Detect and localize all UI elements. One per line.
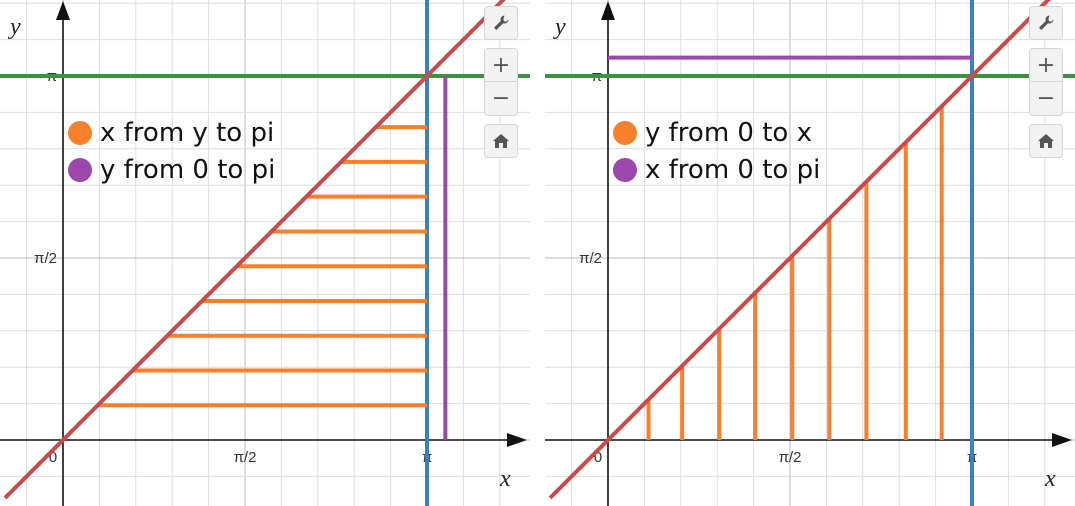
- graph-panel-left[interactable]: 0π/2ππ/2πxy x from y to pi y from 0 to p…: [0, 0, 530, 506]
- y-axis-arrow-icon: [601, 1, 615, 20]
- graph-toolbar-right: + −: [1029, 6, 1065, 158]
- x-tick-label: π/2: [779, 449, 802, 466]
- zoom-in-button[interactable]: +: [1029, 48, 1063, 82]
- legend-item-orange: x from y to pi: [68, 114, 275, 151]
- y-axis-label: y: [8, 14, 21, 40]
- x-axis-label: x: [1044, 466, 1056, 492]
- line-y-equals-x: [548, 0, 1051, 500]
- legend-label: y from 0 to pi: [100, 154, 276, 185]
- orange-dot-icon: [613, 120, 637, 145]
- zoom-out-button[interactable]: −: [1029, 82, 1063, 116]
- legend-label: x from 0 to pi: [645, 154, 821, 185]
- x-tick-label: 0: [49, 449, 57, 466]
- zoom-in-button[interactable]: +: [484, 48, 518, 82]
- wrench-icon: [494, 15, 509, 30]
- legend-right: y from 0 to x x from 0 to pi: [613, 114, 820, 188]
- legend-item-purple: x from 0 to pi: [613, 151, 820, 188]
- graph-canvas-right[interactable]: 0π/2ππ/2πxy: [545, 0, 1075, 506]
- settings-button[interactable]: [484, 6, 518, 40]
- y-tick-label: π/2: [579, 250, 602, 267]
- y-axis-arrow-icon: [56, 1, 70, 20]
- x-tick-label: 0: [594, 449, 602, 466]
- purple-dot-icon: [68, 157, 92, 182]
- legend-item-orange: y from 0 to x: [613, 114, 820, 151]
- legend-label: y from 0 to x: [645, 117, 812, 148]
- purple-dot-icon: [613, 157, 637, 182]
- y-tick-label: π/2: [34, 250, 57, 267]
- graph-panel-right[interactable]: 0π/2ππ/2πxy y from 0 to x x from 0 to pi…: [545, 0, 1075, 506]
- legend-item-purple: y from 0 to pi: [68, 151, 275, 188]
- graph-canvas-left[interactable]: 0π/2ππ/2πxy: [0, 0, 530, 506]
- home-button[interactable]: [484, 124, 518, 158]
- zoom-out-button[interactable]: −: [484, 82, 518, 116]
- x-axis-label: x: [499, 466, 511, 492]
- orange-dot-icon: [68, 120, 92, 145]
- legend-left: x from y to pi y from 0 to pi: [68, 114, 275, 188]
- home-button[interactable]: [1029, 124, 1063, 158]
- home-icon: [493, 134, 509, 148]
- home-icon: [1038, 134, 1054, 148]
- settings-button[interactable]: [1029, 6, 1063, 40]
- y-axis-label: y: [553, 14, 566, 40]
- line-y-equals-x: [3, 0, 506, 500]
- x-axis-arrow-icon: [1052, 433, 1072, 447]
- x-axis-arrow-icon: [507, 433, 527, 447]
- wrench-icon: [1039, 15, 1054, 30]
- graph-toolbar-left: + −: [484, 6, 520, 158]
- legend-label: x from y to pi: [100, 117, 275, 148]
- x-tick-label: π/2: [234, 449, 257, 466]
